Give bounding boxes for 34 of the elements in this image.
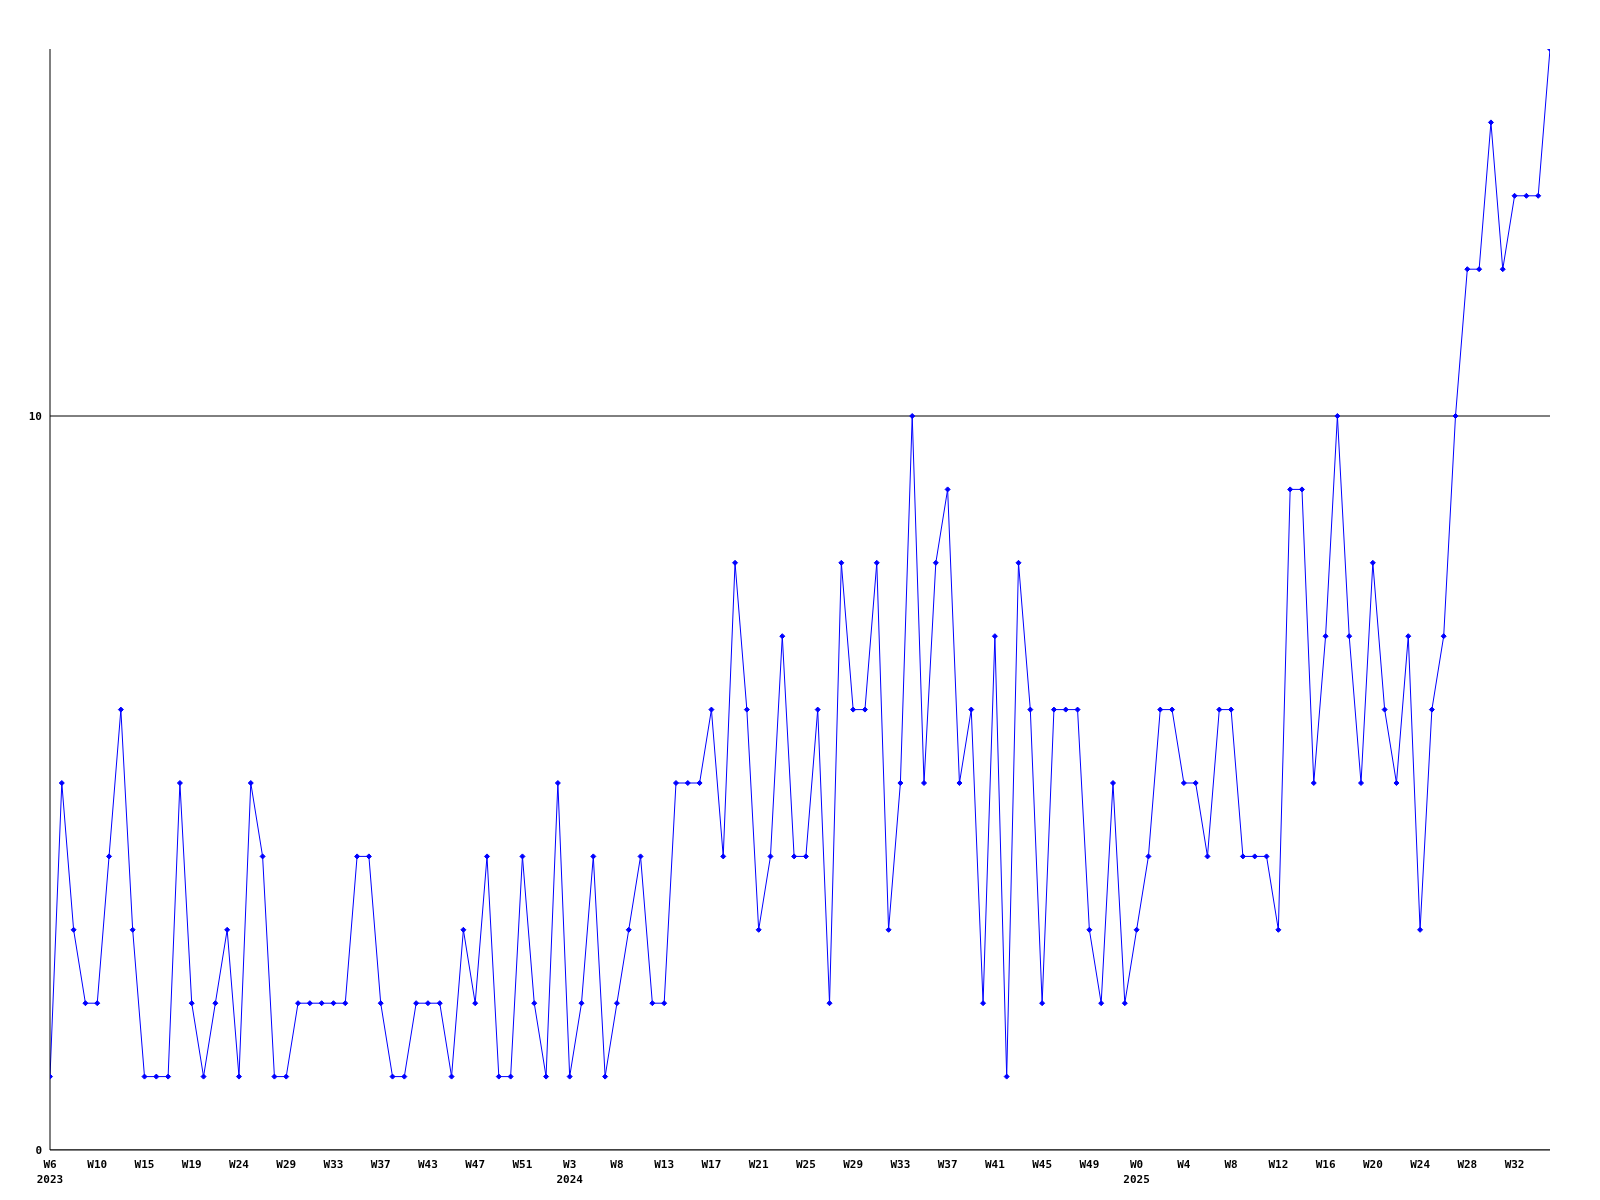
x-tick-label: W28 <box>1457 1158 1478 1171</box>
x-tick-label: W8 <box>1224 1158 1238 1171</box>
x-tick-label: W10 <box>87 1158 108 1171</box>
y-tick-label: 10 <box>28 409 42 423</box>
y-tick-label: 0 <box>35 1143 42 1157</box>
x-tick-label: W0 2025 <box>1123 1158 1150 1186</box>
x-tick-label: W41 <box>984 1158 1006 1171</box>
x-tick-label: W43 <box>418 1158 438 1171</box>
x-tick-label: W12 <box>1268 1158 1289 1171</box>
x-tick-label: W29 <box>276 1158 297 1171</box>
x-tick-label: W8 <box>610 1158 624 1171</box>
x-tick-label: W33 <box>890 1158 911 1171</box>
x-tick-label: W20 <box>1362 1158 1383 1171</box>
x-tick-label: W24 <box>1410 1158 1431 1171</box>
x-tick-label: W37 <box>937 1158 958 1171</box>
x-tick-label: W29 <box>843 1158 864 1171</box>
x-tick-label: W19 <box>181 1158 202 1171</box>
x-tick-label: W32 <box>1504 1158 1525 1171</box>
x-tick-label: W13 <box>654 1158 675 1171</box>
x-tick-label: W33 <box>323 1158 344 1171</box>
x-tick-label: W15 <box>134 1158 155 1171</box>
x-tick-label: W6 2023 <box>36 1158 64 1186</box>
x-tick-label: W37 <box>370 1158 391 1171</box>
x-tick-label: W4 <box>1177 1158 1191 1171</box>
x-tick-label: W47 <box>465 1158 486 1171</box>
x-tick-label: W21 <box>748 1158 769 1171</box>
x-tick-label: W17 <box>701 1158 722 1171</box>
x-tick-label: W51 <box>512 1158 533 1171</box>
x-tick-label: W49 <box>1079 1158 1100 1171</box>
x-tick-label: W3 2024 <box>556 1158 584 1186</box>
x-tick-label: W45 <box>1032 1158 1053 1171</box>
x-tick-label: W24 <box>229 1158 250 1171</box>
x-tick-label: W16 <box>1315 1158 1336 1171</box>
x-tick-label: W25 <box>795 1158 816 1171</box>
